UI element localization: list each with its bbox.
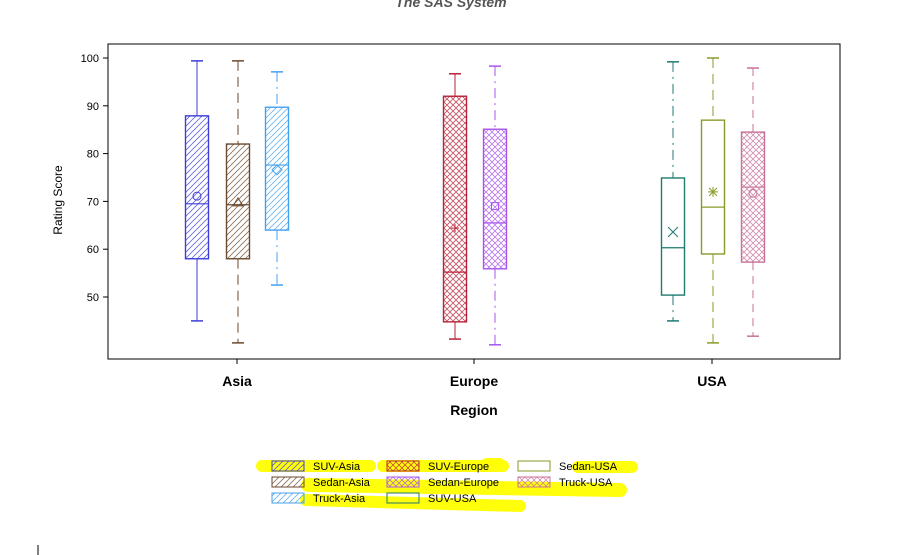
y-tick-label: 80 bbox=[87, 149, 99, 161]
y-axis-label: Rating Score bbox=[51, 165, 65, 235]
legend-swatch bbox=[386, 460, 420, 472]
iqr-box bbox=[225, 143, 251, 260]
chart-title: The SAS System bbox=[395, 0, 507, 10]
iqr-box bbox=[442, 95, 468, 323]
y-tick-label: 70 bbox=[87, 196, 99, 208]
legend-swatch bbox=[271, 460, 305, 472]
legend-swatch bbox=[271, 476, 305, 488]
y-tick-label: 100 bbox=[81, 53, 99, 65]
y-tick-label: 60 bbox=[87, 244, 99, 256]
iqr-box bbox=[482, 128, 508, 270]
box-suv-asia bbox=[184, 60, 210, 322]
box-sedan-usa bbox=[700, 57, 726, 344]
legend-label: Truck-USA bbox=[559, 477, 613, 489]
iqr-box bbox=[184, 115, 210, 260]
legend-item: SUV-Europe bbox=[386, 460, 489, 473]
legend-label: SUV-USA bbox=[428, 493, 477, 505]
legend-item: SUV-Asia bbox=[271, 460, 361, 473]
legend-item: Sedan-USA bbox=[517, 460, 618, 473]
box-suv-usa bbox=[660, 61, 686, 322]
x-axis: Asia Europe USA bbox=[222, 359, 727, 389]
iqr-box bbox=[660, 177, 686, 296]
legend-swatch bbox=[386, 492, 420, 504]
legend-swatch bbox=[386, 476, 420, 488]
y-tick-label: 90 bbox=[87, 101, 99, 113]
mean-marker bbox=[748, 188, 758, 198]
box-sedan-asia bbox=[225, 60, 251, 344]
legend-swatch bbox=[517, 476, 551, 488]
legend-label: Sedan-Europe bbox=[428, 477, 499, 489]
iqr-box bbox=[700, 119, 726, 255]
x-tick-label: Europe bbox=[450, 373, 498, 389]
legend-label: SUV-Asia bbox=[313, 461, 361, 473]
legend-label: SUV-Europe bbox=[428, 461, 489, 473]
x-tick-label: Asia bbox=[222, 373, 252, 389]
mean-marker bbox=[667, 226, 679, 238]
y-tick-label: 50 bbox=[87, 292, 99, 304]
legend-swatch bbox=[517, 460, 551, 472]
legend: SUV-Asia Sedan-Asia Truck-Asia SUV-Europe Se… bbox=[271, 460, 618, 505]
y-axis: 50 60 70 80 90 100 bbox=[81, 53, 108, 304]
iqr-box bbox=[264, 106, 290, 231]
plot-frame bbox=[107, 43, 841, 360]
legend-item: SUV-USA bbox=[386, 492, 477, 505]
legend-item: Truck-Asia bbox=[271, 492, 366, 505]
mean-marker bbox=[708, 186, 718, 197]
legend-label: Truck-Asia bbox=[313, 493, 366, 505]
legend-item: Truck-USA bbox=[517, 476, 613, 489]
boxes bbox=[184, 57, 766, 346]
box-sedan-europe bbox=[482, 65, 508, 346]
mean-marker bbox=[271, 164, 283, 176]
box-truck-usa bbox=[740, 67, 766, 337]
box-suv-europe bbox=[442, 73, 468, 340]
legend-label: Sedan-USA bbox=[559, 461, 618, 473]
mean-marker bbox=[451, 224, 459, 233]
mean-marker bbox=[192, 191, 202, 201]
highlight-stroke bbox=[301, 478, 627, 497]
mean-marker bbox=[491, 202, 499, 211]
legend-swatch bbox=[271, 492, 305, 504]
box-truck-asia bbox=[264, 71, 290, 286]
legend-item: Sedan-Europe bbox=[386, 476, 499, 489]
legend-item: Sedan-Asia bbox=[271, 476, 371, 489]
mean-marker bbox=[232, 196, 244, 207]
x-axis-label: Region bbox=[450, 402, 497, 418]
legend-label: Sedan-Asia bbox=[313, 477, 371, 489]
x-tick-label: USA bbox=[697, 373, 727, 389]
